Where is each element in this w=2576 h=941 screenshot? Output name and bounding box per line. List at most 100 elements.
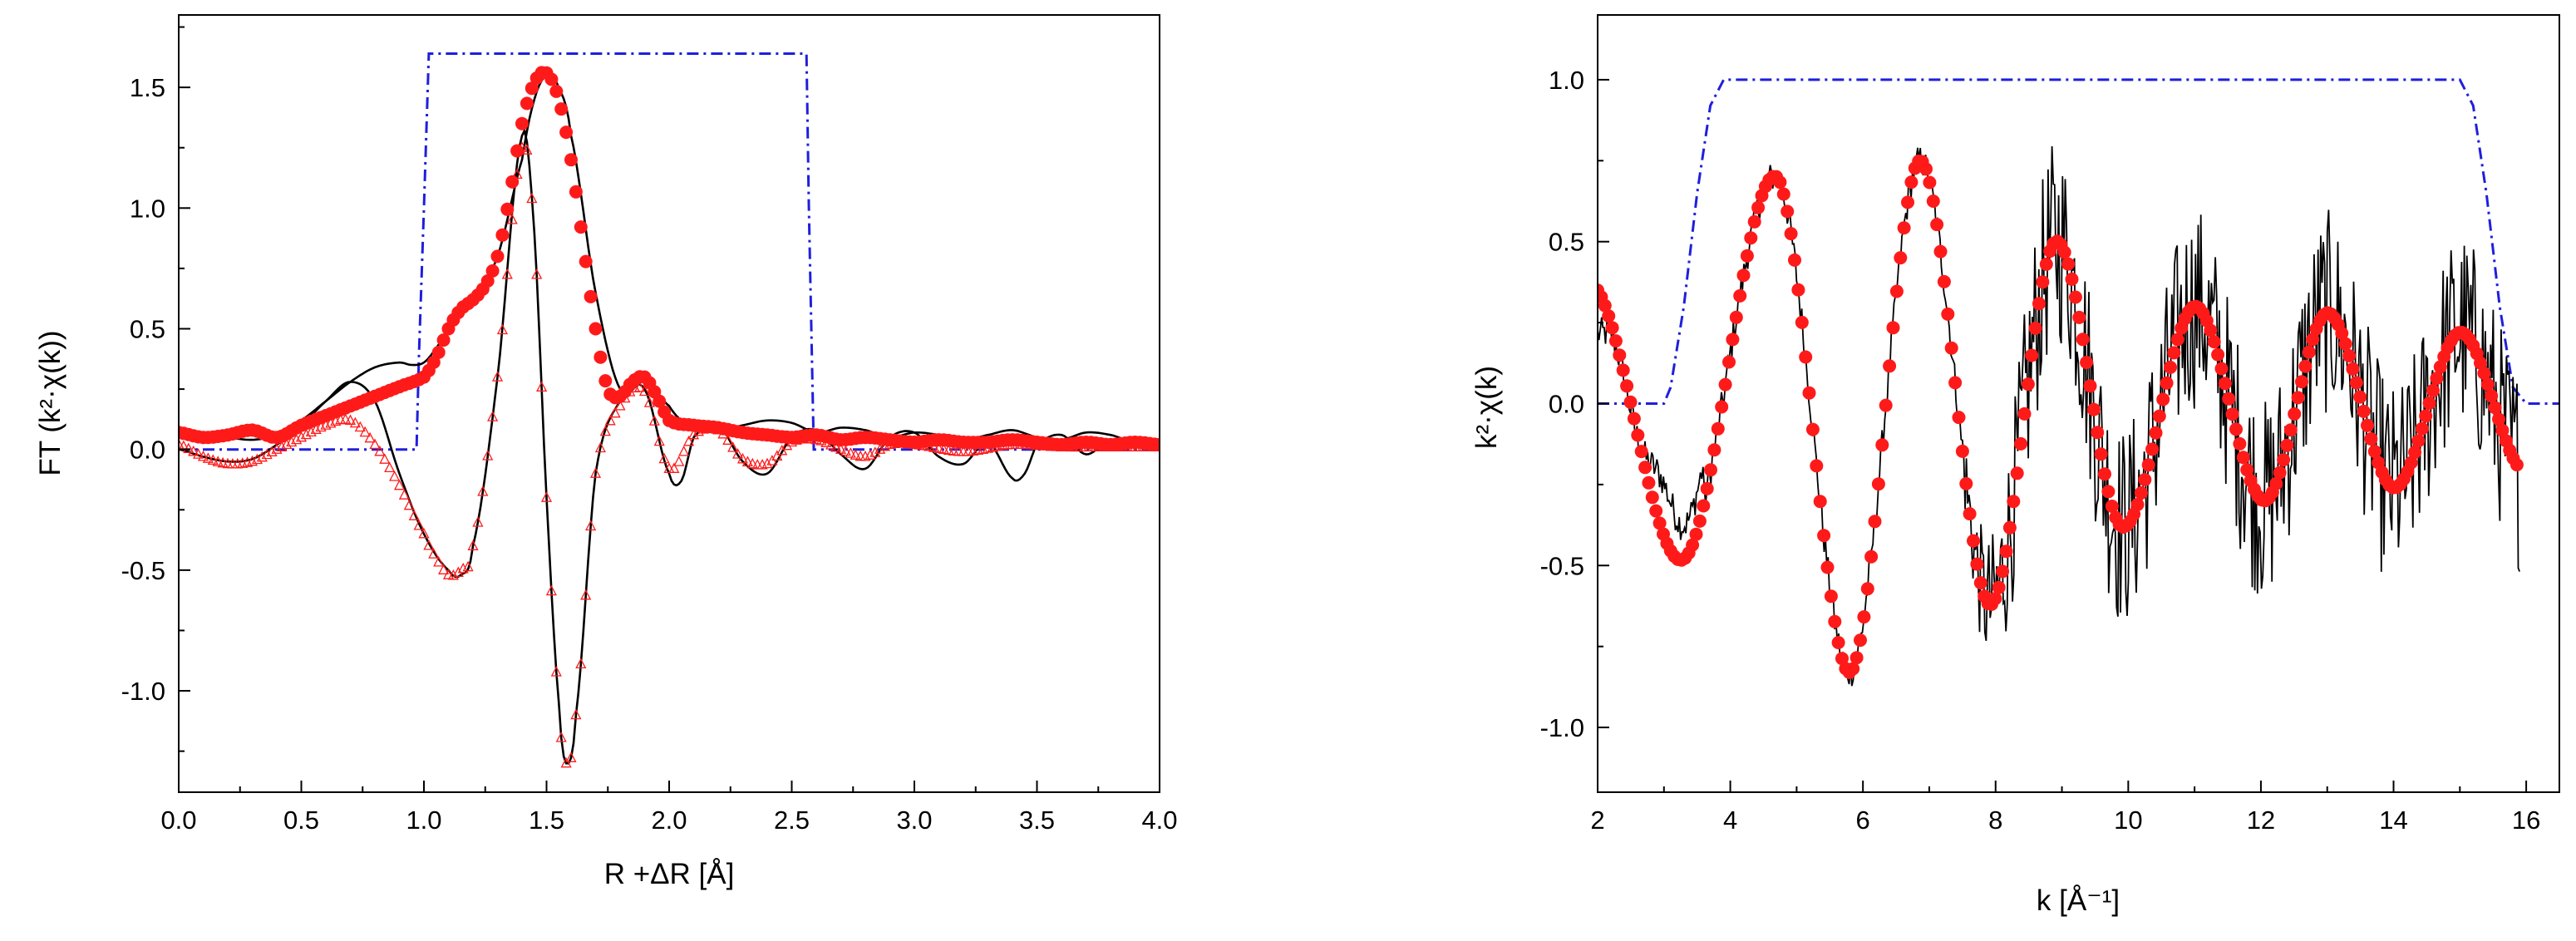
k2chi-x-tick-label: 4 <box>1723 806 1737 835</box>
k2chi-fit-point <box>1988 592 2002 606</box>
k2chi-fit-point <box>1649 504 1663 518</box>
ft-magnitude-fit-point <box>653 394 667 408</box>
ft-real-fit-point <box>830 441 842 452</box>
ft-real-fit-point <box>668 462 680 473</box>
k2chi-fit-point <box>2211 347 2225 362</box>
k2chi-window-line <box>1598 78 2559 405</box>
ft-real-fit-point <box>924 440 935 451</box>
ft-axes-frame <box>178 14 1160 793</box>
ft-real-fit-point <box>786 436 798 447</box>
ft-real-fit-point <box>550 666 562 677</box>
ft-x-tick-label: 2.5 <box>774 806 810 835</box>
k2chi-fit-point <box>2291 391 2305 405</box>
k2chi-fit-point <box>2422 397 2436 410</box>
ft-real-fit-point <box>325 416 337 428</box>
k2chi-fit-point <box>1835 652 1849 666</box>
k2chi-fit-point <box>2204 323 2218 337</box>
ft-magnitude-fit-point <box>490 249 505 264</box>
k2chi-fit-point <box>2028 321 2042 335</box>
k2chi-fit-point <box>2273 466 2287 480</box>
k2chi-fit-point <box>2298 359 2312 373</box>
k2chi-fit-point <box>1642 475 1656 490</box>
ft-real-fit-point <box>428 548 440 559</box>
k2chi-fit-point <box>1631 428 1645 442</box>
k2chi-fit-point <box>1686 538 1700 552</box>
ft-series-group <box>179 52 1160 768</box>
k2chi-fit-point <box>1970 557 1984 571</box>
ft-magnitude-fit-point <box>515 116 529 131</box>
ft-real-fit-point <box>359 426 371 437</box>
k2chi-fit-point <box>1692 514 1707 528</box>
ft-x-axis-title: R +ΔR [Å] <box>604 858 735 890</box>
ft-real-fit-point <box>183 442 195 454</box>
ft-y-tick-label: 1.5 <box>130 73 165 102</box>
ft-real-fit-point <box>521 144 533 155</box>
k2chi-fit-point <box>1715 400 1729 414</box>
k2chi-fit-point <box>1952 411 1966 425</box>
ft-real-fit-point <box>179 438 185 450</box>
ft-real-fit-point <box>570 708 582 720</box>
ft-real-fit-point <box>506 213 518 224</box>
k2chi-fit-point <box>1889 284 1904 298</box>
ft-real-fit-point <box>1154 441 1160 451</box>
ft-real-fit-point <box>379 453 391 464</box>
ft-real-fit-point <box>344 414 357 425</box>
k2chi-fit-point <box>1605 321 1619 335</box>
k2chi-fit-point <box>1973 576 1987 590</box>
ft-magnitude-fit-point <box>598 374 613 388</box>
k2chi-fit-point <box>2430 372 2444 386</box>
ft-real-fit-point <box>933 442 945 453</box>
k2chi-fit-point <box>1868 515 1882 529</box>
ft-real-fit-point <box>305 426 317 437</box>
k2chi-fit-point <box>2218 377 2232 391</box>
ft-real-fit-point <box>540 491 553 502</box>
k2chi-fit-point <box>2357 404 2371 418</box>
k2chi-fit-point <box>1992 580 2006 594</box>
k2chi-fit-point <box>2404 456 2418 470</box>
k2chi-fit-point <box>2492 412 2505 426</box>
k2chi-y-axis-title: k²·χ(k) <box>1470 366 1503 449</box>
ft-real-fit-point <box>207 454 219 465</box>
k2chi-fit-point <box>1700 481 1714 495</box>
ft-real-fit-point <box>761 457 773 469</box>
k2chi-fit-point <box>1894 251 1908 265</box>
k2chi-fit-point <box>1963 507 1977 521</box>
k2chi-fit-point <box>2495 423 2510 437</box>
k2chi-fit-point <box>1627 411 1641 426</box>
ft-real-fit-point <box>565 751 577 762</box>
ft-real-fit-point <box>389 470 401 481</box>
ft-y-tick-label: 0.5 <box>130 314 165 343</box>
ft-real-fit-point <box>261 448 273 460</box>
ft-real-fit-point <box>683 435 695 446</box>
ft-real-fit-point <box>741 456 753 466</box>
k2chi-fit-point <box>1875 438 1889 452</box>
k2chi-fit-point <box>2510 458 2524 472</box>
ft-magnitude-fit-point <box>431 345 446 359</box>
k2chi-fit-point <box>2002 520 2017 535</box>
ft-real-fit-point <box>482 450 494 461</box>
ft-real-fit-point <box>707 421 719 433</box>
k2chi-fit-point <box>1805 422 1820 436</box>
k2chi-fit-point <box>2017 406 2032 421</box>
ft-y-tick-label: 1.0 <box>130 194 165 223</box>
ft-real-fit-point <box>501 268 513 279</box>
ft-magnitude-fit-point <box>500 202 515 216</box>
ft-real-fit-point <box>692 425 704 436</box>
ft-real-fit-point <box>781 439 793 451</box>
k2chi-fit-point <box>1733 288 1747 303</box>
ft-real-fit-point <box>643 397 655 407</box>
ft-real-fit-point <box>914 439 925 450</box>
ft-real-fit-point <box>202 452 214 463</box>
k2chi-fit-point <box>2010 466 2024 480</box>
ft-real-fit-point <box>594 441 606 453</box>
k2chi-fit-point <box>1901 195 1914 209</box>
ft-real-fit-point <box>462 560 474 572</box>
k2chi-fit-point <box>2170 333 2184 347</box>
k2chi-fit-point <box>1704 463 1717 477</box>
k2chi-y-tick-label: -1.0 <box>1540 713 1584 742</box>
ft-real-fit-point <box>919 439 930 451</box>
k2chi-fit-point <box>1613 348 1627 362</box>
ft-real-fit-point <box>217 456 229 468</box>
k2chi-fit-point <box>1933 244 1948 259</box>
ft-real-fit-point <box>776 444 788 456</box>
